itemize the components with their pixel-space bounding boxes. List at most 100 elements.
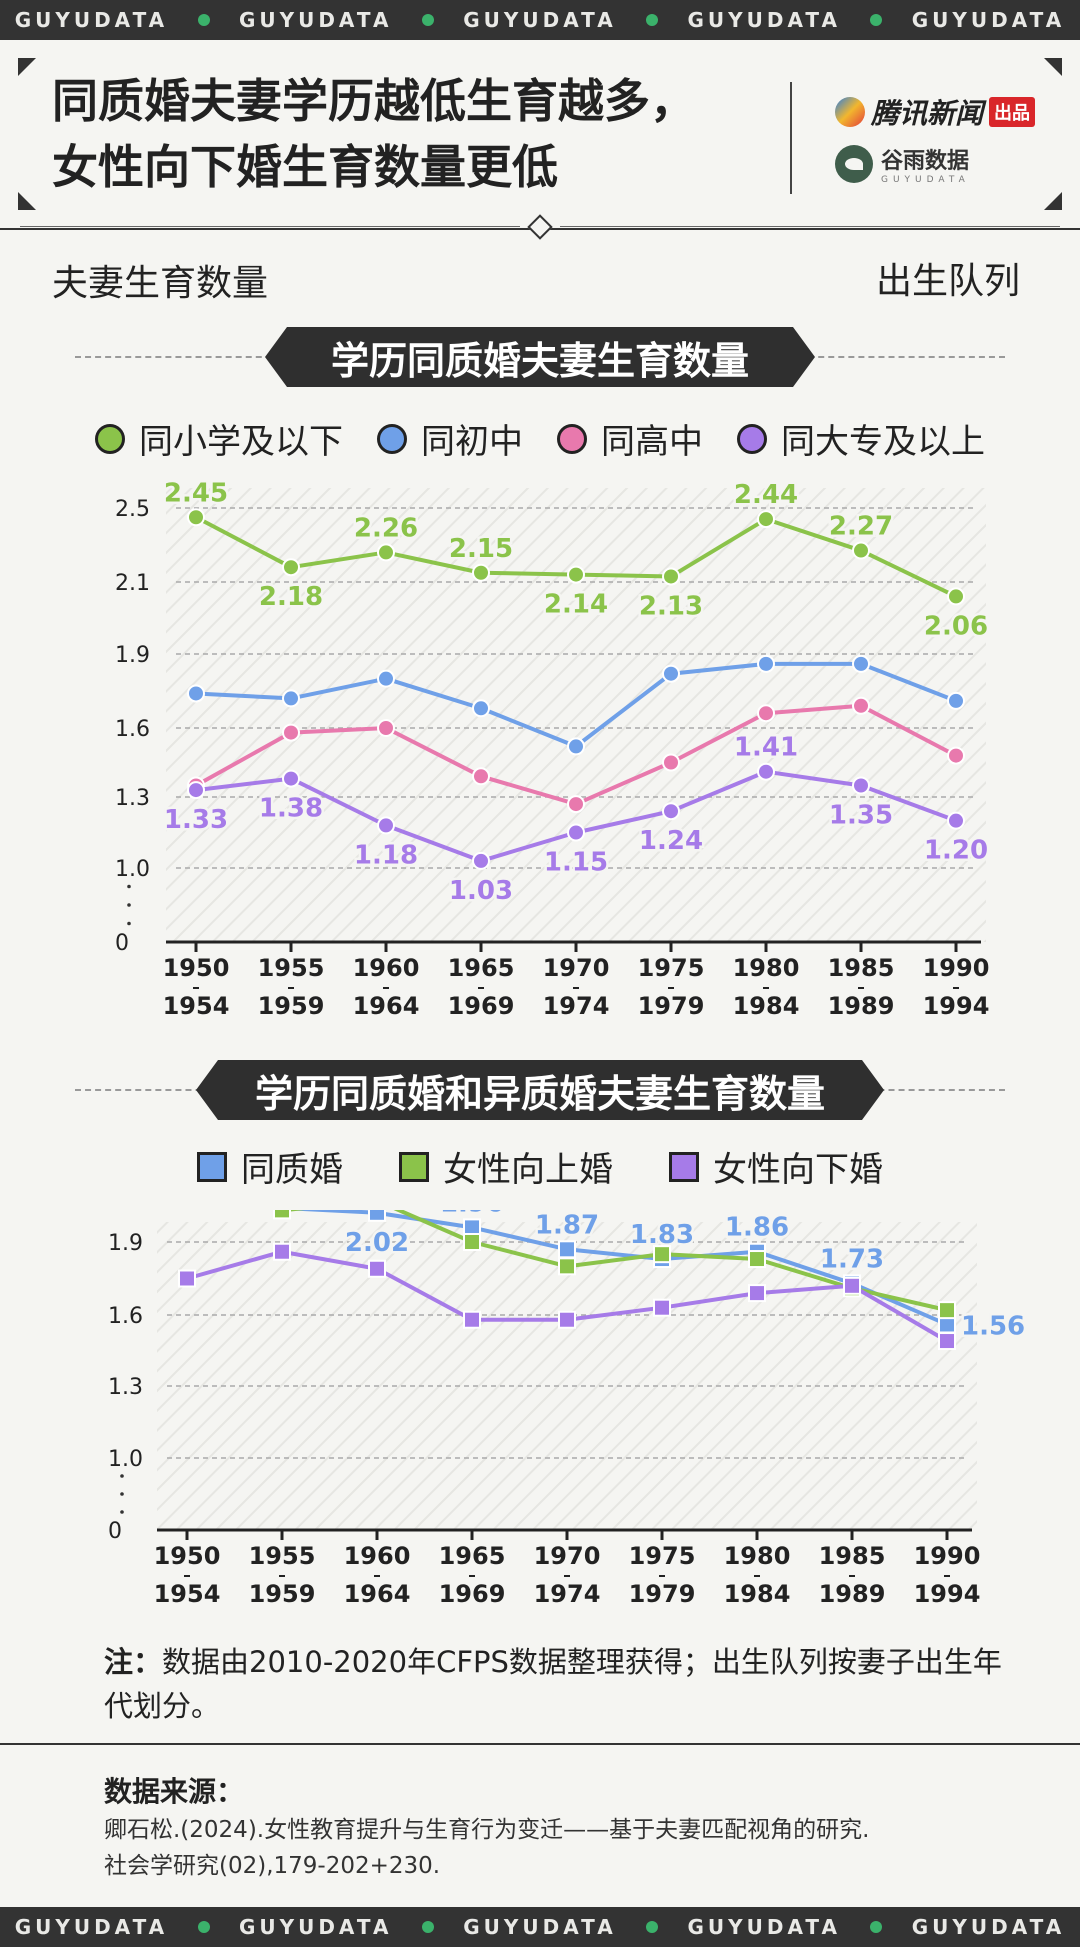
chart2-title: 学历同质婚和异质婚夫妻生育数量	[196, 1060, 884, 1120]
y-axis-description: 夫妻生育数量	[52, 263, 269, 304]
data-label: 2.15	[449, 534, 513, 564]
square-marker-icon	[399, 1151, 429, 1182]
x-tick-label: 1955	[258, 954, 325, 982]
data-point	[852, 696, 870, 715]
legend-item: 同大专及以上	[737, 414, 985, 463]
x-tick-label: 1975	[629, 1542, 696, 1570]
data-point	[377, 543, 395, 562]
y-tick-label: 0	[115, 931, 129, 956]
data-point	[472, 767, 490, 786]
title-line-2: 女性向下婚生育数量更低	[52, 140, 558, 194]
data-point	[938, 1332, 956, 1351]
data-point	[558, 1257, 576, 1276]
x-tick-label: 1985	[828, 954, 895, 982]
data-point	[463, 1233, 481, 1251]
data-point	[178, 1269, 196, 1288]
data-label: 1.15	[544, 848, 608, 878]
dot-icon	[646, 14, 659, 26]
circle-marker-icon	[95, 423, 125, 454]
x-tick-label: 1989	[819, 1580, 886, 1608]
data-label: 2.45	[164, 480, 228, 508]
dot-icon	[870, 14, 883, 26]
legend-item: 女性向上婚	[399, 1142, 613, 1191]
axis-break-dot	[120, 1492, 124, 1496]
data-point	[472, 699, 490, 718]
data-point	[282, 558, 300, 577]
chart1-legend: 同小学及以下 同初中 同高中 同大专及以上	[0, 414, 1080, 463]
source-title: 数据来源：	[104, 1775, 245, 1808]
data-point	[567, 737, 585, 756]
x-tick-label: 1965	[439, 1542, 506, 1570]
legend-item: 同初中	[377, 414, 523, 463]
data-point	[472, 851, 490, 870]
data-point	[567, 823, 585, 842]
divider-line	[20, 226, 520, 227]
y-tick-label: 1.3	[115, 786, 150, 811]
data-label: 1.33	[164, 805, 228, 835]
dot-icon	[197, 1921, 210, 1933]
axis-break-dot	[127, 921, 131, 926]
data-point	[653, 1298, 671, 1317]
x-axis-description: 出生队列	[875, 261, 1020, 302]
y-tick-label: 1.3	[108, 1375, 143, 1400]
data-label: 2.44	[734, 480, 798, 510]
data-point	[472, 563, 490, 582]
x-tick-label: 1959	[249, 1580, 316, 1608]
circle-marker-icon	[737, 423, 767, 454]
source-line-1: 卿石松.(2024).女性教育提升与生育行为变迁——基于夫妻匹配视角的研究.	[104, 1817, 870, 1843]
brand-text: GUYUDATA	[687, 1915, 841, 1939]
x-tick-label: 1989	[828, 992, 895, 1020]
guyu-data-en: GUYUDATA	[881, 175, 970, 185]
legend-label: 同大专及以上	[781, 422, 985, 462]
x-tick-label: 1994	[914, 1580, 981, 1608]
brand-text: GUYUDATA	[14, 1915, 169, 1939]
brand-text: GUYUDATA	[238, 8, 393, 32]
x-tick-label: 1964	[344, 1580, 411, 1608]
data-point	[662, 567, 680, 586]
axis-break-dot	[127, 903, 131, 907]
x-tick-label: 1950	[163, 954, 230, 982]
axis-break-dot	[120, 1510, 124, 1514]
data-point	[757, 704, 775, 723]
chart-note: 注：数据由2010-2020年CFPS数据整理获得；出生队列按妻子出生年代划分。	[104, 1640, 1004, 1728]
legend-item: 同质婚	[197, 1142, 343, 1191]
data-point	[282, 723, 300, 742]
x-tick-label: 1975	[638, 954, 705, 982]
data-point	[377, 669, 395, 688]
data-point	[463, 1310, 481, 1329]
legend-item: 同小学及以下	[95, 414, 343, 463]
divider-line	[560, 226, 1060, 227]
dot-icon	[870, 1921, 883, 1933]
x-tick-label: 1979	[638, 992, 705, 1020]
chart1-title-bar: 学历同质婚夫妻生育数量	[0, 327, 1080, 387]
circle-marker-icon	[377, 423, 407, 454]
legend-label: 女性向下婚	[713, 1150, 883, 1190]
x-tick-label: 1960	[353, 954, 420, 982]
data-label: 2.02	[345, 1228, 409, 1258]
data-label: 2.18	[259, 582, 323, 612]
x-tick-label: 1964	[353, 992, 420, 1020]
bird-icon	[835, 145, 873, 183]
chart1-title: 学历同质婚夫妻生育数量	[265, 327, 815, 387]
header: 同质婚夫妻学历越低生育越多， 女性向下婚生育数量更低 腾讯新闻 出品 谷雨数据 …	[0, 40, 1080, 230]
x-tick-label: 1985	[819, 1542, 886, 1570]
x-tick-label: 1960	[344, 1542, 411, 1570]
data-label: 1.20	[924, 836, 988, 866]
brand-text: GUYUDATA	[463, 8, 617, 32]
data-label: 1.38	[259, 794, 323, 824]
corner-decoration	[18, 58, 36, 76]
data-label: 2.06	[924, 611, 988, 641]
axis-break-dot	[120, 1474, 124, 1478]
x-tick-label: 1979	[629, 1580, 696, 1608]
axis-break-dot	[127, 884, 131, 889]
y-tick-label: 1.9	[108, 1231, 143, 1256]
circle-marker-icon	[557, 423, 587, 454]
data-point	[662, 802, 680, 821]
x-tick-label: 1950	[154, 1542, 221, 1570]
brand-text: GUYUDATA	[911, 1915, 1066, 1939]
data-label: 1.03	[449, 876, 513, 906]
corner-decoration	[18, 192, 36, 210]
data-label: 1.96	[440, 1210, 504, 1218]
x-tick-label: 1990	[923, 954, 990, 982]
data-point	[662, 664, 680, 683]
